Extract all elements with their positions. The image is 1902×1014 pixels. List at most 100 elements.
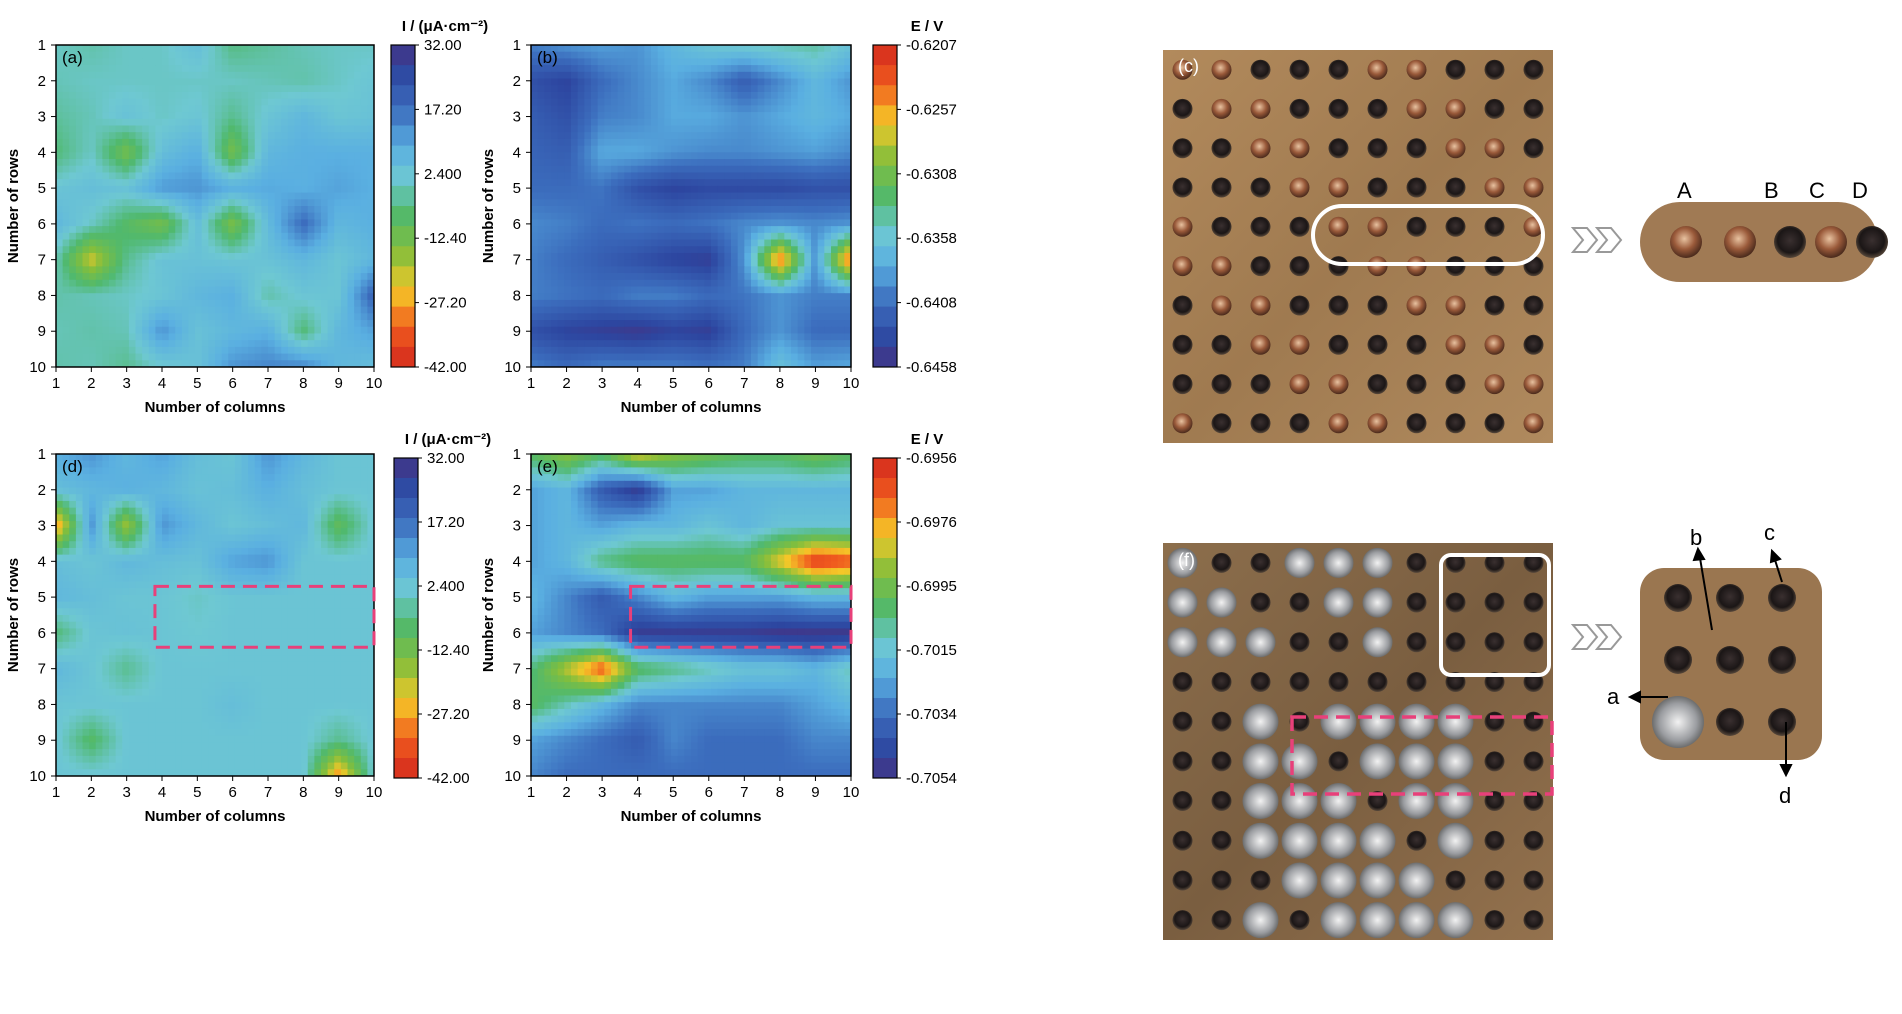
heatmap-cell [155,246,163,254]
heatmap-cell [791,152,799,160]
heatmap-cell [691,132,699,140]
heatmap-cell [95,45,103,53]
heatmap-cell [844,51,851,60]
heatmap-cell [56,219,64,227]
heatmap-cell [241,219,249,227]
heatmap-cell [617,246,625,254]
heatmap-cell [122,105,130,113]
heatmap-cell [684,172,692,180]
heatmap-cell [657,118,665,127]
heatmap-cell [75,273,84,281]
heatmap-cell [584,360,592,367]
heatmap-field [56,454,374,776]
heatmap-cell [327,333,335,341]
heatmap-cell [797,45,805,53]
heatmap-cell [557,306,565,314]
heatmap-cell [764,340,772,348]
heatmap-cell [367,246,374,254]
heatmap-cell [181,346,190,355]
heatmap-cell [175,152,183,160]
heatmap-cell [564,340,572,348]
heatmap-cell [56,467,64,475]
heatmap-cell [102,91,110,100]
heatmap-cell [731,71,739,80]
heatmap-cell [571,105,579,113]
heatmap-cell [591,320,599,328]
heatmap-cell [777,112,785,120]
heatmap-cell [731,219,739,227]
heatmap-cell [102,192,110,200]
heatmap-cell [347,65,355,73]
heatmap-cell [737,185,745,194]
heatmap-cell [188,480,196,489]
heatmap-cell [764,360,772,367]
heatmap-cell [234,313,243,321]
heatmap-cell [784,65,792,73]
heatmap-cell [354,105,362,113]
heatmap-cell [757,259,765,267]
heatmap-cell [824,232,832,241]
heatmap-cell [354,219,362,227]
heatmap-cell [228,98,236,106]
heatmap-cell [82,326,90,335]
heatmap-cell [241,145,249,153]
heatmap-cell [155,460,163,469]
heatmap-cell [624,98,632,106]
heatmap-cell [274,45,282,53]
heatmap-cell [797,346,805,355]
heatmap-cell [89,132,97,140]
heatmap-cell [62,454,70,462]
heatmap-cell [301,132,309,140]
heatmap-cell [327,112,335,120]
heatmap-cell [637,212,645,221]
heatmap-cell [531,346,539,355]
heatmap-cell [824,125,832,133]
heatmap-cell [274,192,282,200]
heatmap-cell [557,165,565,174]
heatmap-cell [637,118,645,127]
heatmap-cell [228,279,236,288]
heatmap-cell [771,226,779,234]
heatmap-cell [577,273,585,281]
heatmap-cell [617,360,625,367]
heatmap-cell [817,172,825,180]
heatmap-cell [75,239,84,247]
heatmap-cell [221,65,229,73]
colorbar-band [873,125,897,147]
heatmap-cell [128,306,137,314]
heatmap-cell [611,360,619,367]
heatmap-cell [327,172,335,180]
heatmap-cell [691,206,699,214]
heatmap-cell [731,85,739,93]
heatmap-cell [115,219,123,227]
heatmap-cell [551,340,559,348]
heatmap-cell [321,279,329,288]
heatmap-cell [261,179,269,187]
heatmap-cell [557,299,565,308]
heatmap-cell [69,172,77,180]
heatmap-cell [294,306,302,314]
heatmap-cell [281,45,289,53]
heatmap-cell [95,333,103,341]
heatmap-cell [162,460,170,469]
heatmap-cell [268,71,276,80]
heatmap-cell [301,286,309,294]
heatmap-cell [784,71,792,80]
heatmap-cell [751,125,759,133]
heatmap-cell [557,206,565,214]
heatmap-cell [624,226,632,234]
heatmap-cell [631,125,639,133]
heatmap-cell [717,98,725,106]
heatmap-cell [281,125,289,133]
heatmap-cell [577,71,585,80]
heatmap-cell [115,246,123,254]
heatmap-cell [551,125,559,133]
heatmap-cell [301,232,309,241]
heatmap-cell [531,246,539,254]
heatmap-cell [208,91,216,100]
heatmap-cell [69,259,77,267]
heatmap-cell [784,353,792,361]
heatmap-cell [62,105,70,113]
heatmap-cell [697,219,705,227]
heatmap-cell [102,467,110,475]
